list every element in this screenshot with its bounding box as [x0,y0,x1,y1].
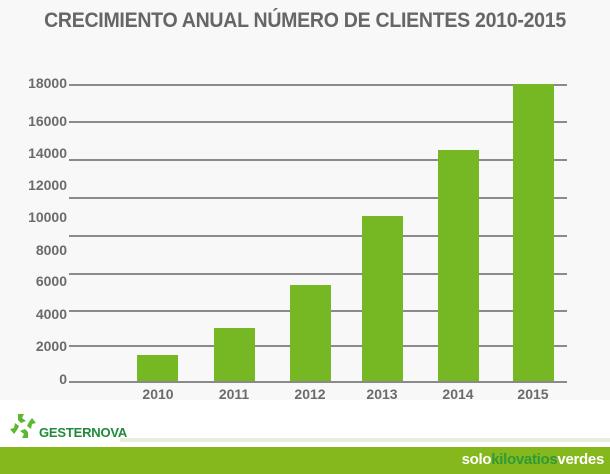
slogan-part: solo [461,451,492,468]
brand-logo: GESTERNOVA [8,412,127,440]
brand-name: GESTERNOVA [39,425,128,440]
x-axis-baseline [69,381,567,383]
y-tick-label: 18000 [28,75,67,91]
footer-divider [120,438,610,442]
bar-2013 [362,216,403,381]
x-tick-label: 2012 [294,386,326,402]
bar-2012 [290,285,331,381]
bar-2015 [513,84,554,381]
y-tick-label: 2000 [35,338,67,354]
y-tick-label: 6000 [35,273,67,289]
gridline [69,235,567,237]
y-tick-label: 10000 [28,209,67,225]
y-tick-label: 0 [59,371,67,387]
x-tick-label: 2011 [218,386,250,402]
gridline [69,273,567,275]
gridline [69,197,567,199]
slogan-part: kilovatios [491,451,558,468]
bar-2010 [137,354,178,381]
brand-slogan: solokilovatiosverdes [461,451,605,468]
gesternova-logo-icon [10,414,36,438]
x-tick-label: 2010 [142,386,174,402]
gridline [69,159,567,161]
bar-2014 [438,150,479,381]
slogan-part: verdes [557,451,604,468]
x-tick-label: 2013 [366,386,398,402]
y-tick-label: 8000 [35,242,67,258]
chart-title: CRECIMIENTO ANUAL NÚMERO DE CLIENTES 201… [44,9,566,32]
gridline [69,84,567,86]
x-tick-label: 2014 [442,386,474,402]
footer-band [0,447,610,474]
y-tick-label: 12000 [28,177,67,193]
gridline [69,121,567,123]
x-tick-label: 2015 [517,386,549,402]
y-tick-label: 4000 [35,306,67,322]
y-tick-label: 14000 [28,145,67,161]
y-tick-label: 16000 [28,113,67,129]
bar-2011 [214,328,255,381]
